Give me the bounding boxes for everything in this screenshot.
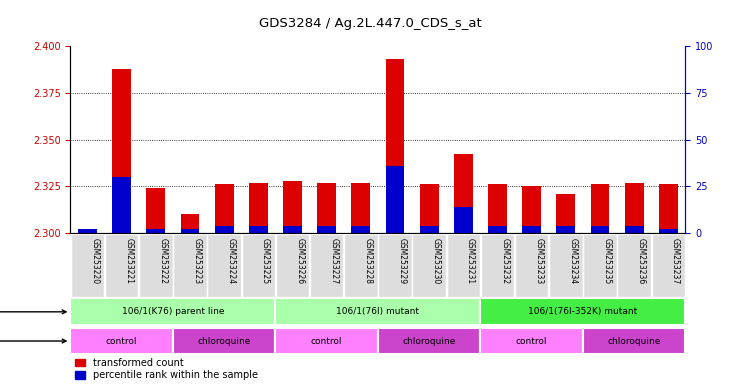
Text: control: control <box>311 336 342 346</box>
FancyBboxPatch shape <box>276 298 480 325</box>
FancyBboxPatch shape <box>344 233 378 296</box>
Text: 106/1(76I-352K) mutant: 106/1(76I-352K) mutant <box>528 307 637 316</box>
Text: GSM253230: GSM253230 <box>432 238 441 285</box>
FancyBboxPatch shape <box>70 233 104 296</box>
FancyBboxPatch shape <box>651 233 685 296</box>
FancyBboxPatch shape <box>480 298 685 325</box>
FancyBboxPatch shape <box>617 233 651 296</box>
Text: 106/1(K76) parent line: 106/1(K76) parent line <box>122 307 224 316</box>
Bar <box>419 184 439 233</box>
FancyBboxPatch shape <box>378 233 412 296</box>
Text: GSM253232: GSM253232 <box>500 238 509 284</box>
FancyBboxPatch shape <box>515 233 548 296</box>
Bar <box>112 177 131 233</box>
Text: GSM253234: GSM253234 <box>568 238 577 285</box>
Text: GSM253231: GSM253231 <box>466 238 475 284</box>
Text: control: control <box>516 336 548 346</box>
FancyBboxPatch shape <box>276 328 378 354</box>
Bar <box>147 188 165 233</box>
FancyBboxPatch shape <box>481 233 514 296</box>
Bar <box>283 225 302 233</box>
Bar <box>351 225 370 233</box>
Bar <box>454 154 473 233</box>
FancyBboxPatch shape <box>310 233 343 296</box>
Text: GSM253220: GSM253220 <box>90 238 99 284</box>
Text: GDS3284 / Ag.2L.447.0_CDS_s_at: GDS3284 / Ag.2L.447.0_CDS_s_at <box>259 17 482 30</box>
Text: GSM253225: GSM253225 <box>261 238 270 284</box>
Bar <box>283 180 302 233</box>
Bar <box>215 225 233 233</box>
FancyBboxPatch shape <box>173 233 207 296</box>
FancyBboxPatch shape <box>549 233 582 296</box>
FancyBboxPatch shape <box>70 298 276 325</box>
FancyBboxPatch shape <box>447 233 480 296</box>
Text: GSM253229: GSM253229 <box>398 238 407 284</box>
Bar <box>488 184 507 233</box>
Bar <box>112 68 131 233</box>
Bar <box>556 194 575 233</box>
FancyBboxPatch shape <box>173 328 276 354</box>
Bar <box>591 184 609 233</box>
Text: control: control <box>106 336 137 346</box>
Text: GSM253224: GSM253224 <box>227 238 236 284</box>
Text: 106/1(76I) mutant: 106/1(76I) mutant <box>336 307 419 316</box>
Bar <box>249 182 268 233</box>
Text: GSM253236: GSM253236 <box>637 238 646 285</box>
Text: GSM253221: GSM253221 <box>124 238 133 284</box>
Bar <box>659 229 678 233</box>
Text: GSM253237: GSM253237 <box>671 238 680 285</box>
Text: chloroquine: chloroquine <box>197 336 251 346</box>
Bar <box>488 225 507 233</box>
Text: GSM253235: GSM253235 <box>602 238 612 285</box>
Bar <box>385 166 405 233</box>
FancyBboxPatch shape <box>480 328 583 354</box>
Text: GSM253226: GSM253226 <box>295 238 305 284</box>
Bar <box>625 225 644 233</box>
Text: agent: agent <box>0 336 66 346</box>
Text: GSM253228: GSM253228 <box>364 238 373 284</box>
FancyBboxPatch shape <box>378 328 480 354</box>
Bar <box>659 184 678 233</box>
Bar <box>454 207 473 233</box>
Bar <box>385 59 405 233</box>
Bar <box>317 225 336 233</box>
Legend: transformed count, percentile rank within the sample: transformed count, percentile rank withi… <box>76 358 258 381</box>
Bar <box>591 225 609 233</box>
FancyBboxPatch shape <box>413 233 446 296</box>
Bar <box>181 229 199 233</box>
FancyBboxPatch shape <box>139 233 173 296</box>
Bar <box>215 184 233 233</box>
FancyBboxPatch shape <box>242 233 275 296</box>
Text: GSM253227: GSM253227 <box>330 238 339 284</box>
Text: genotype/variation: genotype/variation <box>0 307 66 317</box>
FancyBboxPatch shape <box>583 233 617 296</box>
Bar <box>78 229 97 233</box>
FancyBboxPatch shape <box>105 233 139 296</box>
Bar <box>556 225 575 233</box>
FancyBboxPatch shape <box>583 328 685 354</box>
Bar <box>317 182 336 233</box>
Bar <box>181 214 199 233</box>
Bar <box>522 225 541 233</box>
FancyBboxPatch shape <box>276 233 309 296</box>
Text: chloroquine: chloroquine <box>608 336 661 346</box>
Bar <box>351 182 370 233</box>
Bar <box>625 182 644 233</box>
Text: chloroquine: chloroquine <box>402 336 456 346</box>
Bar <box>419 225 439 233</box>
FancyBboxPatch shape <box>207 233 241 296</box>
Bar <box>249 225 268 233</box>
Bar <box>78 229 97 233</box>
Bar <box>147 229 165 233</box>
Text: GSM253233: GSM253233 <box>534 238 543 285</box>
Text: GSM253222: GSM253222 <box>159 238 167 284</box>
Text: GSM253223: GSM253223 <box>193 238 202 284</box>
Bar <box>522 186 541 233</box>
FancyBboxPatch shape <box>70 328 173 354</box>
